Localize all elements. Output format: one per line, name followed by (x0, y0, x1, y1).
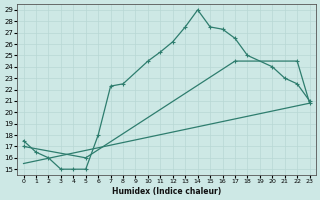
X-axis label: Humidex (Indice chaleur): Humidex (Indice chaleur) (112, 187, 221, 196)
